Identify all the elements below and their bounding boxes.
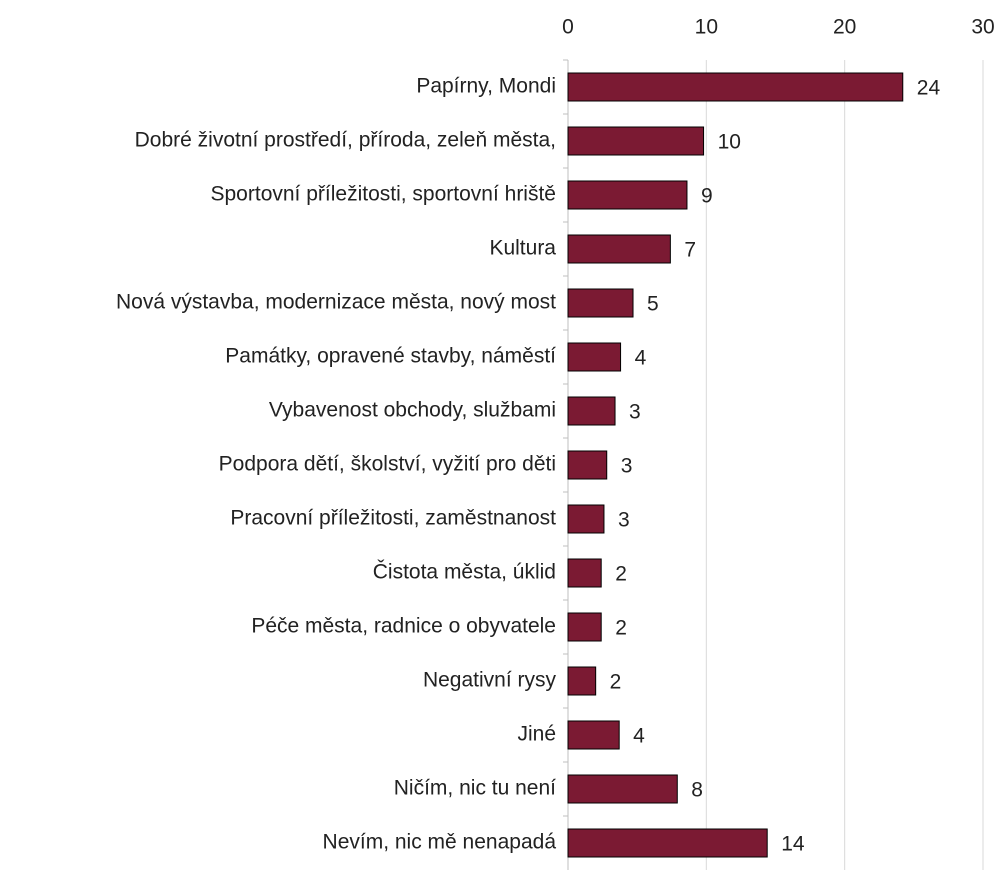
bar	[567, 828, 768, 858]
bar	[567, 666, 597, 696]
bar	[567, 126, 705, 156]
y-tick-label: Negativní rysy	[423, 669, 557, 692]
bar	[567, 342, 622, 372]
bar	[567, 180, 688, 210]
y-tick-label: Ničím, nic tu není	[394, 777, 556, 800]
bar	[567, 558, 602, 588]
data-label: 24	[917, 77, 941, 100]
y-tick-label: Čistota města, úklid	[373, 561, 556, 584]
bar	[567, 288, 634, 318]
data-label: 3	[629, 401, 641, 424]
data-label: 10	[718, 131, 741, 154]
bar	[567, 612, 602, 642]
data-label: 3	[618, 509, 630, 532]
bar	[567, 396, 616, 426]
data-label: 2	[615, 563, 627, 586]
y-tick-label: Památky, opravené stavby, náměstí	[225, 345, 556, 368]
bar	[567, 720, 620, 750]
data-label: 7	[684, 239, 696, 262]
x-tick-label: 0	[562, 16, 574, 39]
data-label: 2	[615, 617, 627, 640]
y-tick-label: Kultura	[489, 237, 556, 260]
y-tick-label: Dobré životní prostředí, příroda, zeleň …	[135, 129, 556, 152]
x-tick-label: 30	[971, 16, 994, 39]
data-label: 2	[610, 671, 622, 694]
data-label: 14	[781, 833, 805, 856]
y-tick-label: Jiné	[517, 723, 556, 746]
y-tick-label: Pracovní příležitosti, zaměstnanost	[230, 507, 556, 530]
x-tick-label: 10	[695, 16, 718, 39]
y-tick-label: Vybavenost obchody, službami	[269, 399, 556, 422]
y-tick-label: Nová výstavba, modernizace města, nový m…	[116, 291, 556, 314]
data-label: 9	[701, 185, 713, 208]
y-tick-label: Nevím, nic mě nenapadá	[323, 831, 557, 854]
data-label: 3	[621, 455, 633, 478]
data-label: 5	[647, 293, 659, 316]
y-tick-label: Sportovní příležitosti, sportovní hriště	[211, 183, 557, 206]
y-tick-label: Papírny, Mondi	[416, 75, 556, 98]
bar	[567, 234, 671, 264]
y-tick-label: Podpora dětí, školství, vyžití pro děti	[219, 453, 556, 476]
data-label: 4	[635, 347, 647, 370]
bar	[567, 72, 904, 102]
data-label: 8	[691, 779, 703, 802]
y-tick-label: Péče města, radnice o obyvatele	[251, 615, 556, 638]
bar	[567, 504, 605, 534]
bar	[567, 774, 678, 804]
data-label: 4	[633, 725, 645, 748]
bar	[567, 450, 608, 480]
x-tick-label: 20	[833, 16, 856, 39]
